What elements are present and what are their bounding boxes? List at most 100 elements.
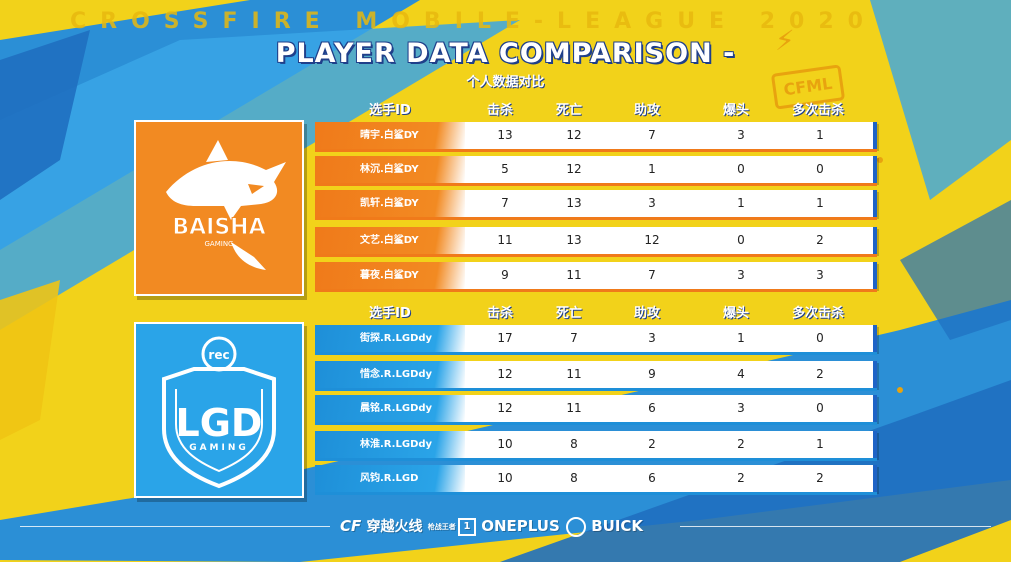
team-logo-subtext: GAMING <box>205 240 234 248</box>
player-row: 晴宇.白鲨DY 13 12 7 3 1 <box>315 122 877 152</box>
stat-assists: 1 <box>648 162 656 176</box>
col-head-player-id: 选手ID <box>369 103 411 118</box>
lgd-shield-icon: rec LGD GAMING <box>162 336 276 489</box>
stat-multi-kills: 2 <box>816 367 824 381</box>
stat-assists: 6 <box>648 401 656 415</box>
stat-assists: 2 <box>648 437 656 451</box>
sponsor-footer: CF 穿越火线 枪战王者 1 ONEPLUS BUICK <box>0 514 1011 538</box>
player-row: 文艺.白鲨DY 11 13 12 0 2 <box>315 227 877 257</box>
col-head-headshots-2: 爆头 <box>722 306 749 321</box>
stat-kills: 7 <box>501 196 509 210</box>
row-underline <box>315 254 877 257</box>
row-underline <box>315 183 877 186</box>
player-row: 暮夜.白鲨DY 9 11 7 3 3 <box>315 262 877 292</box>
player-row: 惜念.R.LGDdy 12 11 9 4 2 <box>315 361 877 391</box>
oneplus-logo-icon: 1 <box>458 517 476 536</box>
row-underline <box>315 149 877 152</box>
stat-kills: 13 <box>497 128 513 142</box>
sponsor-crossfire: CF 穿越火线 枪战王者 <box>340 514 456 539</box>
stat-kills: 5 <box>501 162 509 176</box>
col-head-assists-2: 助攻 <box>633 306 660 321</box>
col-head-multi-kills: 多次击杀 <box>791 103 844 118</box>
player-row: 林沉.白鲨DY 5 12 1 0 0 <box>315 156 877 186</box>
stat-headshots: 3 <box>737 128 745 142</box>
team-logo-subtext-2: GAMING <box>189 443 249 453</box>
row-underline <box>315 352 877 355</box>
team-logo-text-2: LGD <box>176 401 263 445</box>
col-head-multi-kills-2: 多次击杀 <box>791 306 844 321</box>
player-row: 林淮.R.LGDdy 10 8 2 2 1 <box>315 431 877 461</box>
col-head-headshots: 爆头 <box>722 103 749 118</box>
col-head-player-id-2: 选手ID <box>369 306 411 321</box>
player-id: 凯轩.白鲨DY <box>315 190 465 217</box>
stat-assists: 12 <box>644 233 660 247</box>
row-underline <box>315 492 877 495</box>
player-id: 晨铭.R.LGDdy <box>315 395 465 422</box>
player-id: 文艺.白鲨DY <box>315 227 465 254</box>
stat-headshots: 0 <box>737 233 745 247</box>
stat-kills: 9 <box>501 268 509 282</box>
team-logo-text: BAISHA <box>172 215 265 240</box>
col-head-assists: 助攻 <box>633 103 660 118</box>
team-logo-baisha: BAISHA GAMING <box>134 120 304 296</box>
buick-logo-icon <box>566 516 586 537</box>
sponsor-oneplus: 1 ONEPLUS <box>458 514 560 538</box>
row-accent <box>873 395 877 422</box>
col-head-kills: 击杀 <box>486 103 513 118</box>
footer-divider-left <box>20 526 330 527</box>
stat-kills: 17 <box>497 331 513 345</box>
stat-kills: 12 <box>497 367 513 381</box>
sponsor-game-sub: 枪战王者 <box>427 523 456 531</box>
sponsor-oneplus-label: ONEPLUS <box>481 517 560 535</box>
page-title: PLAYER DATA COMPARISON - <box>275 38 736 69</box>
stat-headshots: 2 <box>737 471 745 485</box>
stat-headshots: 2 <box>737 437 745 451</box>
stat-multi-kills: 0 <box>816 162 824 176</box>
crossfire-logo-icon: CF <box>340 517 362 535</box>
row-accent <box>873 262 877 289</box>
stat-assists: 6 <box>648 471 656 485</box>
player-id: 林沉.白鲨DY <box>315 156 465 183</box>
row-accent <box>873 156 877 183</box>
row-accent <box>873 431 877 458</box>
stat-deaths: 13 <box>566 196 582 210</box>
stat-headshots: 3 <box>737 401 745 415</box>
player-id: 惜念.R.LGDdy <box>315 361 465 388</box>
stat-headshots: 3 <box>737 268 745 282</box>
lgd-logo-top: rec <box>208 348 229 362</box>
stat-assists: 7 <box>648 128 656 142</box>
row-underline <box>315 458 877 461</box>
stat-multi-kills: 0 <box>816 401 824 415</box>
row-underline <box>315 217 877 220</box>
stat-assists: 3 <box>648 331 656 345</box>
team-logo-lgd: rec LGD GAMING <box>134 322 304 498</box>
stat-deaths: 12 <box>566 162 582 176</box>
stat-multi-kills: 2 <box>816 471 824 485</box>
stat-deaths: 12 <box>566 128 582 142</box>
stat-kills: 10 <box>497 437 513 451</box>
col-head-deaths-2: 死亡 <box>555 306 582 321</box>
stat-multi-kills: 1 <box>816 437 824 451</box>
stat-kills: 10 <box>497 471 513 485</box>
row-underline <box>315 289 877 292</box>
stat-headshots: 4 <box>737 367 745 381</box>
row-accent <box>873 122 877 149</box>
row-accent <box>873 361 877 388</box>
row-underline <box>315 388 877 391</box>
col-head-kills-2: 击杀 <box>486 306 513 321</box>
stat-headshots: 1 <box>737 331 745 345</box>
stat-multi-kills: 1 <box>816 128 824 142</box>
footer-divider-right <box>680 526 991 527</box>
stat-deaths: 11 <box>566 268 582 282</box>
stat-deaths: 8 <box>570 437 578 451</box>
stat-assists: 7 <box>648 268 656 282</box>
row-accent <box>873 190 877 217</box>
player-id: 晴宇.白鲨DY <box>315 122 465 149</box>
stat-deaths: 8 <box>570 471 578 485</box>
stat-deaths: 11 <box>566 401 582 415</box>
row-accent <box>873 227 877 254</box>
sponsor-buick-label: BUICK <box>591 517 644 535</box>
lightning-bolt-icon: ⚡ <box>775 24 795 57</box>
stat-kills: 12 <box>497 401 513 415</box>
stat-multi-kills: 1 <box>816 196 824 210</box>
